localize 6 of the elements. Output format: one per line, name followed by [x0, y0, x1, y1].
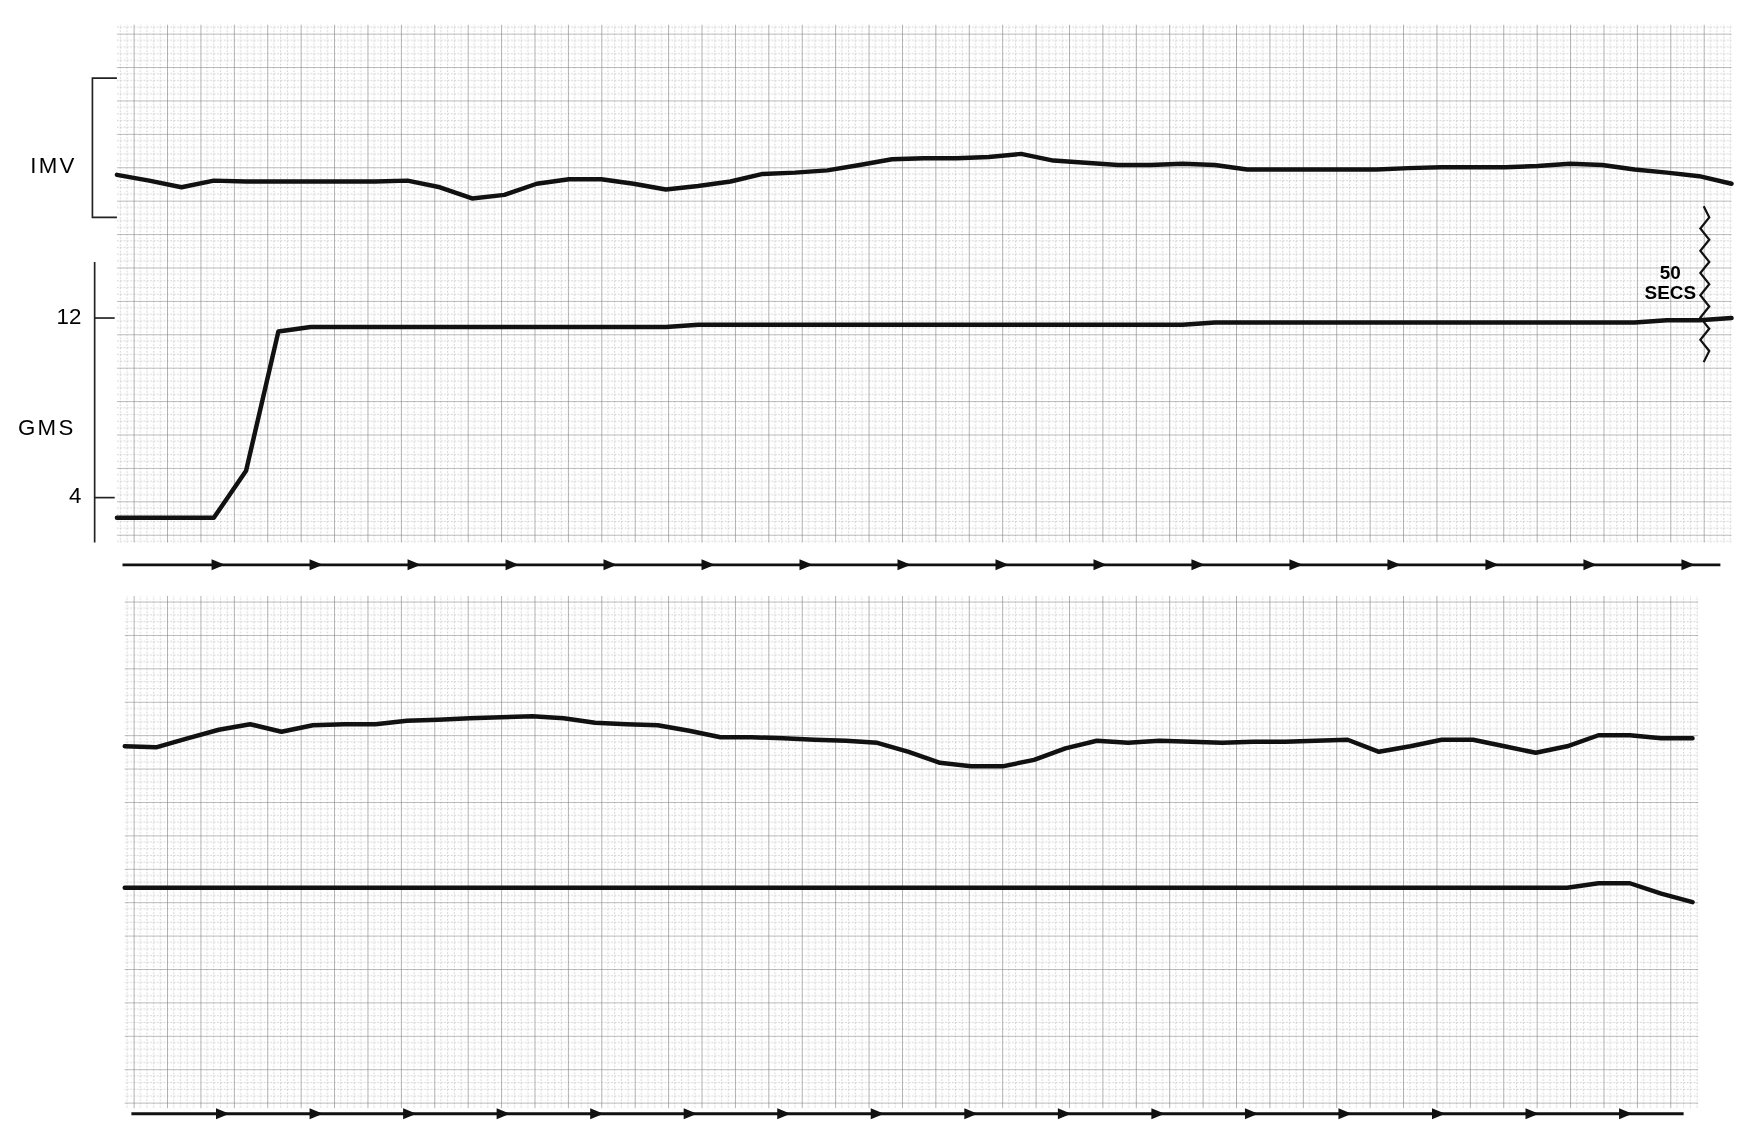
y-axis-title: GMS	[18, 414, 76, 440]
annotation: 50 SECS	[1644, 261, 1697, 303]
y-tick-label: 12	[56, 303, 82, 329]
y-axis-title: IMV	[30, 153, 77, 179]
y-tick-label: 4	[68, 483, 82, 509]
line-series	[114, 315, 1734, 521]
